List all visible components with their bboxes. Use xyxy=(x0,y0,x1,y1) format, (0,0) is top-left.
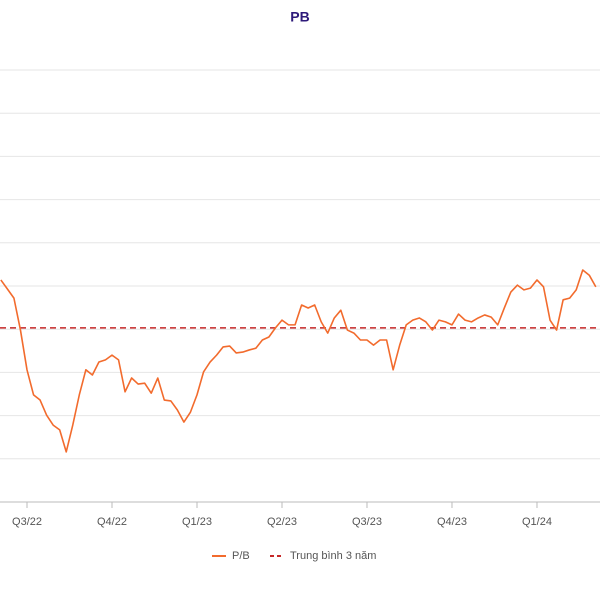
x-tick-label: Q2/23 xyxy=(267,516,297,528)
x-tick-label: Q1/24 xyxy=(522,516,552,528)
x-tick-label: Q4/22 xyxy=(97,516,127,528)
data-line xyxy=(0,269,597,453)
x-tick-label: Q4/23 xyxy=(437,516,467,528)
legend-label: Trung bình 3 năm xyxy=(290,550,376,562)
x-tick-label: Q3/23 xyxy=(352,516,382,528)
legend-label: P/B xyxy=(232,550,250,562)
x-tick-label: Q1/23 xyxy=(182,516,212,528)
x-tick-label: Q3/22 xyxy=(12,516,42,528)
chart-title: PB xyxy=(290,9,309,25)
